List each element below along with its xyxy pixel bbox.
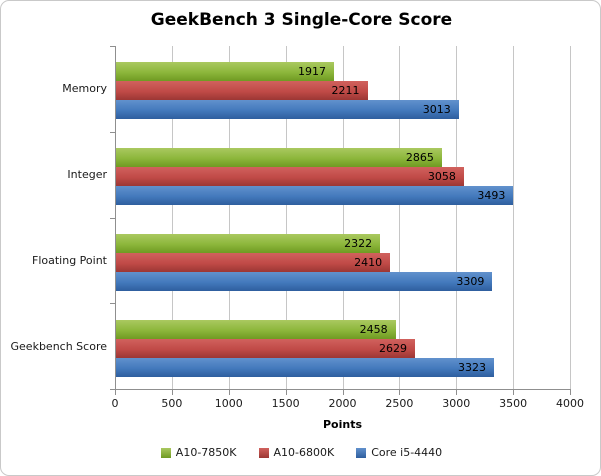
x-tick-label: 3500 <box>499 397 528 410</box>
data-label: 2410 <box>354 255 383 269</box>
x-tick-mark <box>115 390 116 395</box>
x-tick-mark <box>456 390 458 395</box>
x-tick-mark <box>570 390 571 395</box>
y-tick-mark <box>110 303 115 305</box>
x-tick-label: 2500 <box>385 397 414 410</box>
data-label: 3013 <box>422 103 451 117</box>
bar-group: 2458 2629 3323 <box>116 303 571 389</box>
category-label: Geekbench Score <box>10 339 107 353</box>
bar-A10-6800K: 2410 <box>116 252 391 272</box>
x-tick-label: 1500 <box>271 397 300 410</box>
bar-Core i5-4440: 3323 <box>116 357 494 377</box>
x-tick-label: 500 <box>161 397 183 410</box>
legend: A10-7850K A10-6800K Core i5-4440 <box>1 446 600 459</box>
legend-swatch <box>258 447 269 458</box>
chart-title: GeekBench 3 Single-Core Score <box>150 10 453 30</box>
legend-label: A10-6800K <box>273 446 335 459</box>
x-tick-mark <box>228 390 230 395</box>
x-tick-mark <box>513 390 515 395</box>
bar-A10-6800K: 2211 <box>116 81 368 101</box>
bar-Core i5-4440: 3309 <box>116 271 493 291</box>
data-label: 1917 <box>298 65 327 79</box>
y-tick-mark <box>110 217 115 219</box>
x-tick-label: 4000 <box>556 397 584 410</box>
gridline <box>228 46 230 389</box>
gridline <box>570 46 571 389</box>
legend-item: A10-6800K <box>258 446 335 459</box>
bar-Core i5-4440: 3013 <box>116 100 459 120</box>
bar-A10-7850K: 2322 <box>116 233 381 253</box>
data-label: 2322 <box>344 236 373 250</box>
data-label: 2865 <box>405 151 434 165</box>
x-tick-label: 3000 <box>442 397 471 410</box>
data-label: 3058 <box>427 170 456 184</box>
bar-group: 2865 3058 3493 <box>116 132 571 218</box>
x-tick-mark <box>171 390 173 395</box>
category-label: Floating Point <box>32 253 107 267</box>
gridline <box>399 46 401 389</box>
data-label: 2211 <box>331 84 360 98</box>
bar-A10-7850K: 1917 <box>116 62 335 82</box>
x-axis-title: Points <box>322 418 363 431</box>
bar-A10-7850K: 2865 <box>116 148 442 168</box>
x-tick-mark <box>342 390 344 395</box>
category-label: Memory <box>62 82 107 96</box>
legend-swatch <box>160 447 171 458</box>
y-tick-mark <box>110 389 115 390</box>
legend-item: Core i5-4440 <box>356 446 442 459</box>
y-tick-mark <box>110 46 115 47</box>
x-tick-label: 1000 <box>214 397 243 410</box>
data-label: 3323 <box>457 360 486 374</box>
x-tick-label: 0 <box>111 397 119 410</box>
legend-label: Core i5-4440 <box>371 446 443 459</box>
bar-A10-6800K: 3058 <box>116 167 464 187</box>
bar-group: 1917 2211 3013 <box>116 46 571 132</box>
data-label: 2458 <box>359 322 388 336</box>
gridline <box>513 46 515 389</box>
bar-A10-6800K: 2629 <box>116 338 416 358</box>
bar-A10-7850K: 2458 <box>116 319 396 339</box>
bar-Core i5-4440: 3493 <box>116 186 514 206</box>
gridline <box>342 46 344 389</box>
gridline <box>171 46 173 389</box>
category-label: Integer <box>67 168 107 182</box>
data-label: 2629 <box>379 341 408 355</box>
legend-label: A10-7850K <box>175 446 237 459</box>
y-tick-mark <box>110 131 115 133</box>
x-tick-mark <box>285 390 287 395</box>
data-label: 3309 <box>456 274 485 288</box>
data-label: 3493 <box>477 189 506 203</box>
gridline <box>285 46 287 389</box>
x-tick-mark <box>399 390 401 395</box>
plot-area: 1917 2211 3013 2865 3058 3493 2322 2410 3309 2458… <box>115 46 571 390</box>
gridline <box>456 46 458 389</box>
legend-swatch <box>356 447 367 458</box>
bar-group: 2322 2410 3309 <box>116 218 571 304</box>
legend-item: A10-7850K <box>160 446 237 459</box>
x-tick-label: 2000 <box>328 397 357 410</box>
